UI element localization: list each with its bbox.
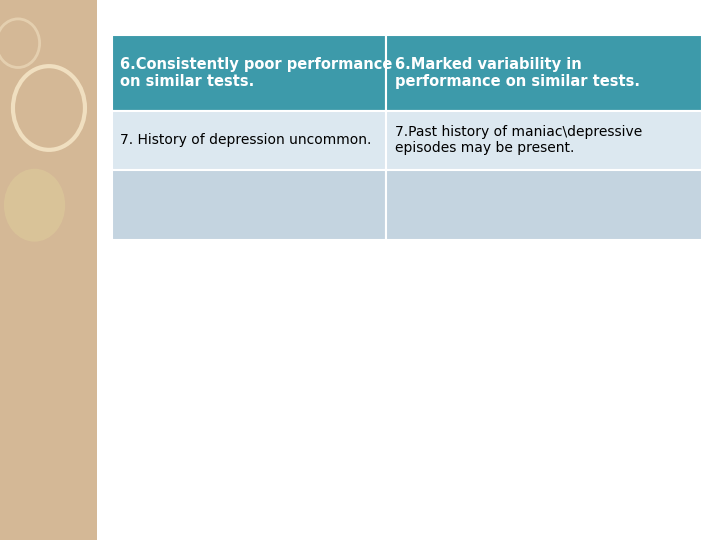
FancyBboxPatch shape [386, 170, 702, 240]
Ellipse shape [4, 168, 65, 241]
FancyBboxPatch shape [386, 111, 702, 170]
FancyBboxPatch shape [112, 111, 386, 170]
FancyBboxPatch shape [386, 35, 702, 111]
Text: 6.Marked variability in
performance on similar tests.: 6.Marked variability in performance on s… [395, 57, 640, 89]
FancyBboxPatch shape [112, 35, 386, 111]
FancyBboxPatch shape [0, 0, 97, 540]
Text: 7. History of depression uncommon.: 7. History of depression uncommon. [120, 133, 372, 147]
Text: 6.Consistently poor performance
on similar tests.: 6.Consistently poor performance on simil… [120, 57, 392, 89]
FancyBboxPatch shape [112, 170, 386, 240]
Text: 7.Past history of maniac\depressive
episodes may be present.: 7.Past history of maniac\depressive epis… [395, 125, 642, 156]
